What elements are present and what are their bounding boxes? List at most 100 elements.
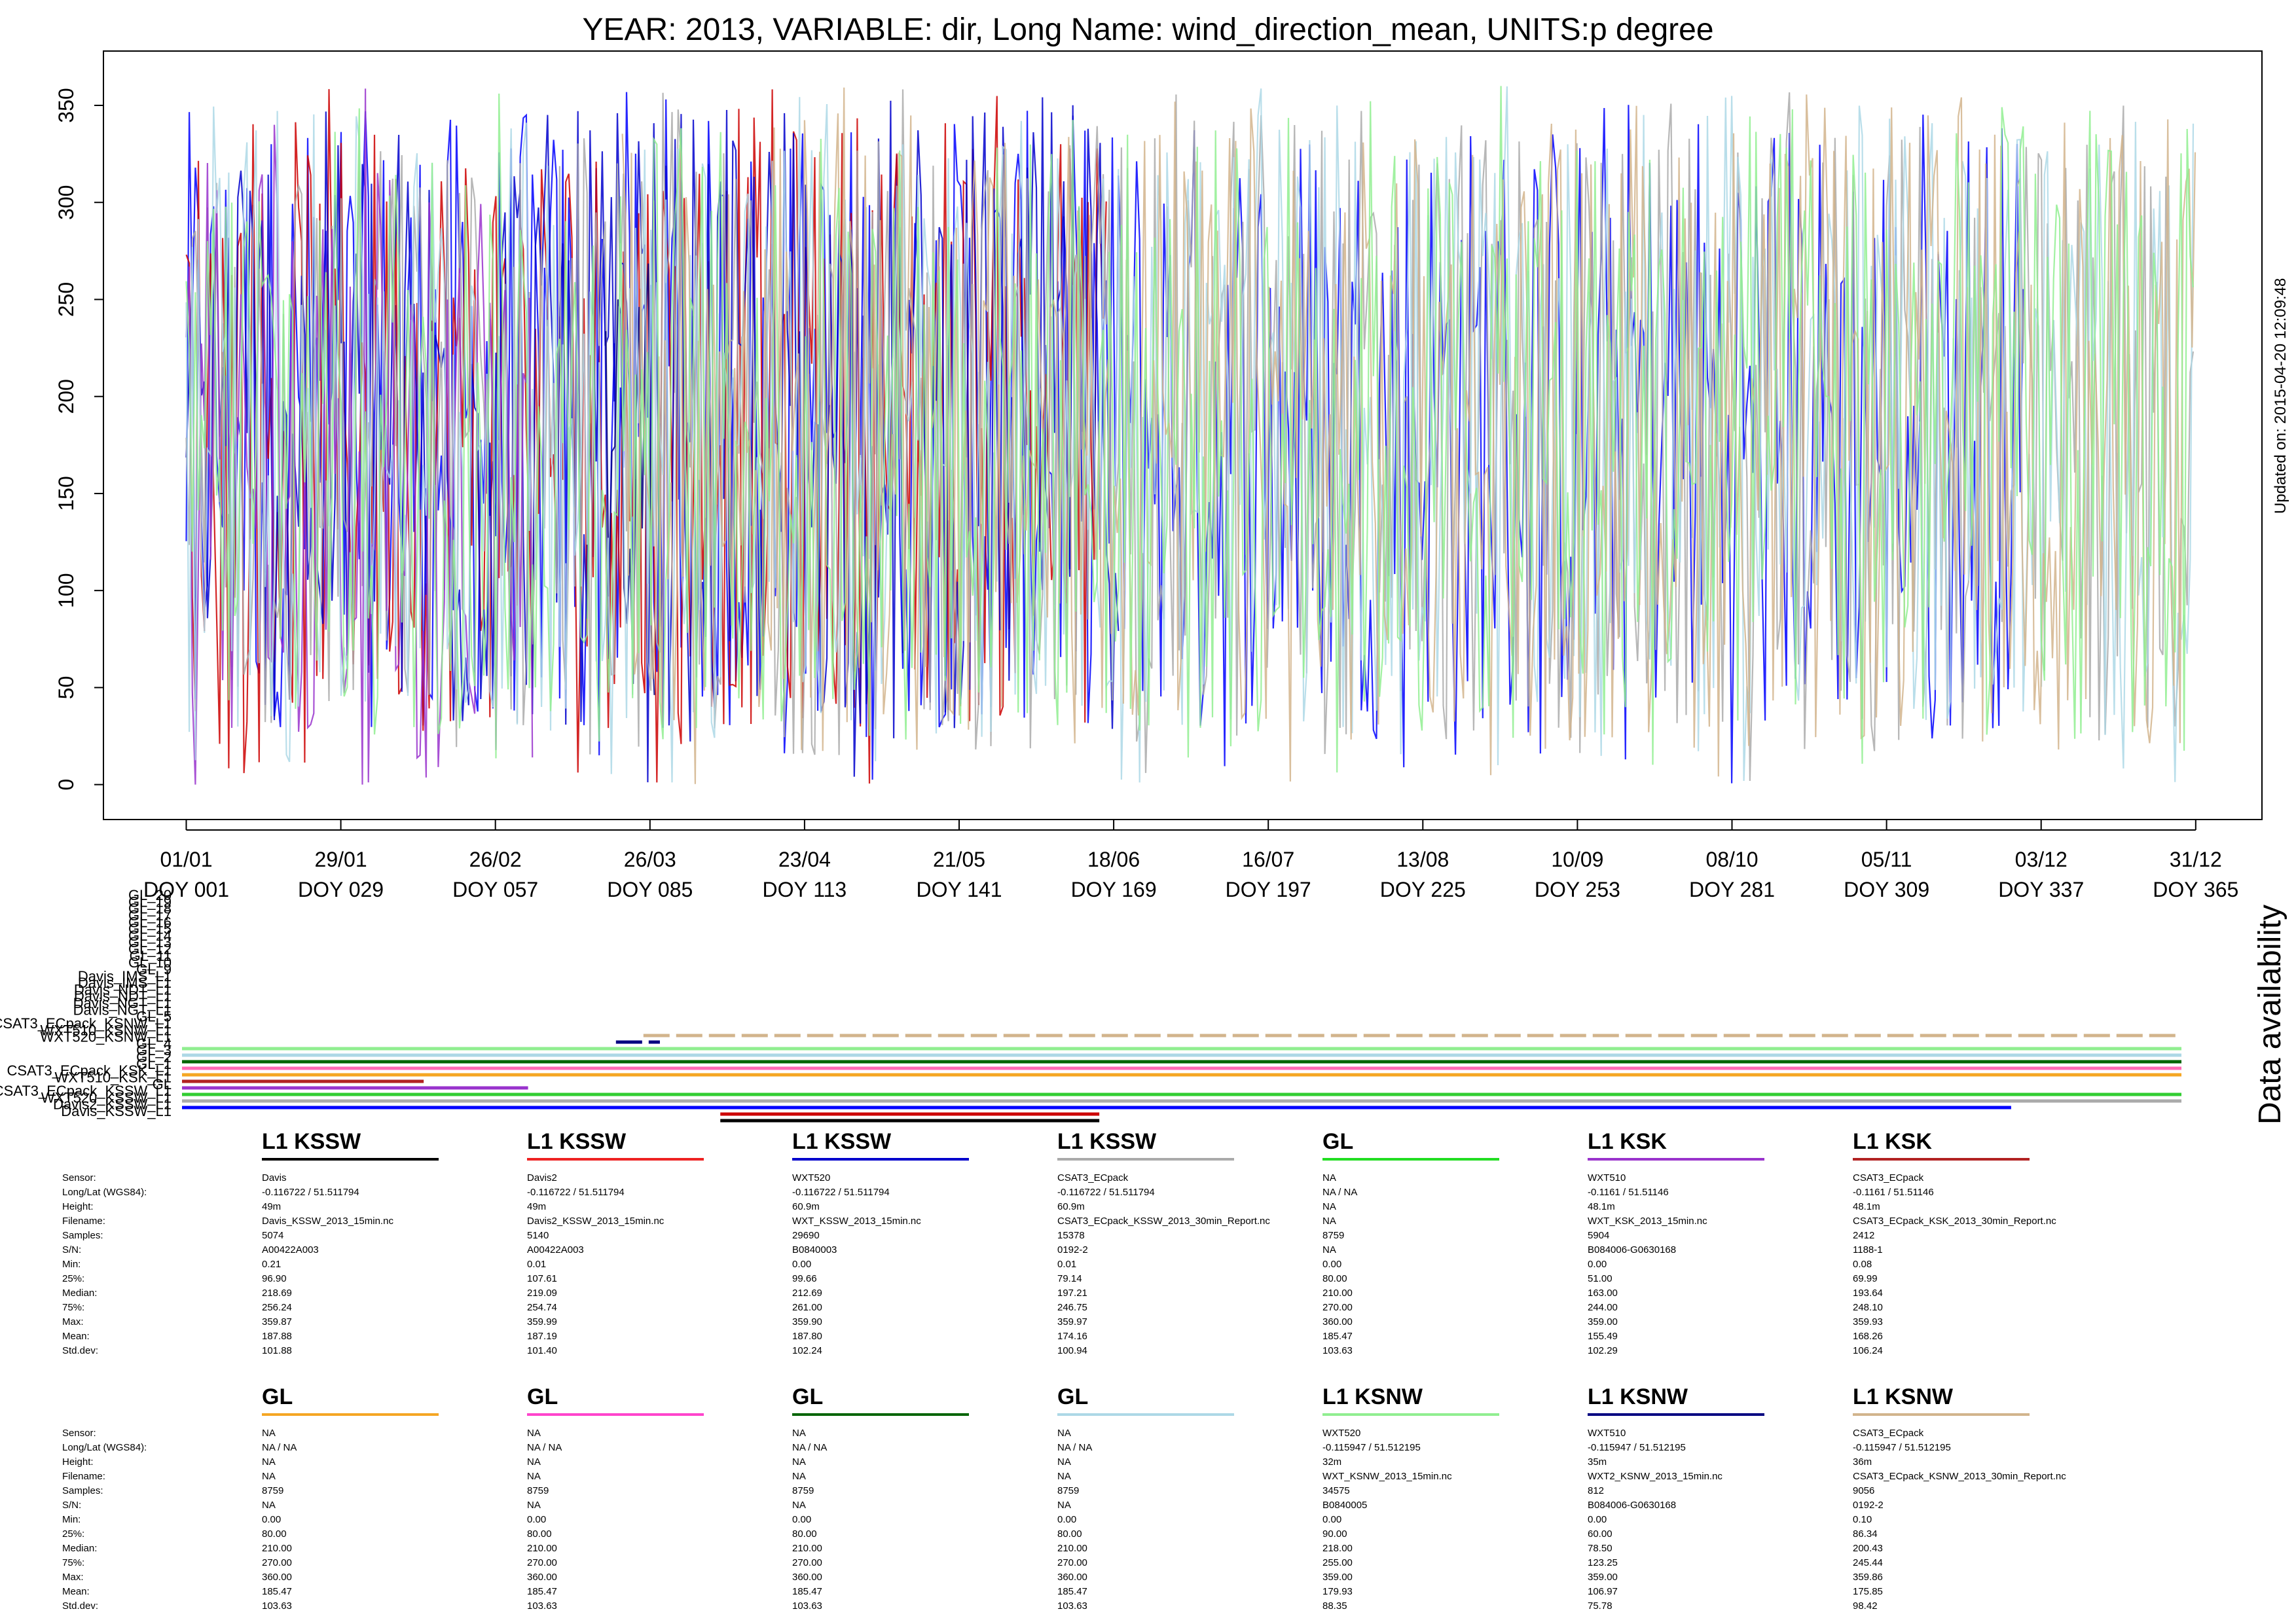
panel-value: 98.42 [1853, 1600, 1878, 1612]
stats-row-label: Sensor: [62, 1172, 96, 1183]
panel-value: 29690 [792, 1230, 820, 1241]
availability-label: CSAT3_ECpack_KSK_L1 [7, 1062, 172, 1079]
panel-values: NA NA / NA NA NA 8759 NA 0.00 80.00 210.00 270.00… [1057, 1426, 1092, 1614]
panel-value: 255.00 [1322, 1557, 1353, 1568]
panel-value: B0840003 [792, 1244, 837, 1255]
panel-value: 185.47 [792, 1586, 822, 1597]
panel-value: 359.87 [262, 1316, 292, 1327]
availability-label: GL_17 [128, 907, 172, 924]
x-tick-date-label: 16/07 [1242, 848, 1294, 871]
panel-value: 80.00 [1057, 1528, 1082, 1540]
x-tick-doy-label: DOY 337 [1998, 878, 2084, 901]
panel-value: 185.47 [262, 1586, 292, 1597]
panel-value: 0.01 [527, 1259, 547, 1270]
panel-value: 246.75 [1057, 1302, 1087, 1313]
availability-label: GL_5 [136, 1009, 172, 1025]
panel-value: 200.43 [1853, 1543, 1883, 1554]
panel-value: NA [792, 1428, 806, 1439]
panel-value: 360.00 [1322, 1316, 1353, 1327]
availability-label: GL_20 [128, 887, 172, 903]
panel-header: L1 KSSW [527, 1129, 627, 1154]
panel-value: 0.00 [527, 1514, 547, 1525]
panel-value: CSAT3_ECpack [1853, 1172, 1924, 1183]
availability-label: WXT520_KSSW_L1 [41, 1089, 172, 1106]
panel-value: 244.00 [1588, 1302, 1618, 1313]
x-tick-doy-label: DOY 085 [607, 878, 693, 901]
panel-value: 360.00 [1057, 1572, 1087, 1583]
x-tick-date-label: 10/09 [1551, 848, 1603, 871]
panel-value: 219.09 [527, 1288, 557, 1299]
stats-row-labels: Sensor: Long/Lat (WGS84): Height: Filename:… [62, 1171, 278, 1358]
panel-value: 359.00 [1588, 1316, 1618, 1327]
availability-label: CSAT3_ECpack_KSSW_L1 [0, 1083, 172, 1099]
availability-label: GL_9 [136, 961, 172, 977]
panel-value: 0.00 [1322, 1514, 1342, 1525]
availability-label: GL_19 [128, 893, 172, 910]
panel-value: 5140 [527, 1230, 549, 1241]
panel-value: Davis2 [527, 1172, 557, 1183]
panel-value: NA / NA [1322, 1187, 1358, 1198]
availability-label: WXT510_KSNW_L1 [40, 1022, 172, 1038]
panel-color-line [1588, 1413, 1764, 1416]
panel-value: -0.115947 / 51.512195 [1322, 1442, 1421, 1453]
panel-value: NA [1057, 1471, 1071, 1482]
panel-value: 80.00 [1322, 1273, 1347, 1284]
availability-label: Davis2_KSSW_L1 [53, 1096, 172, 1113]
panel-value: 218.00 [1322, 1543, 1353, 1554]
availability-label: Davis_NGT_L1 [73, 995, 172, 1011]
panel-value: NA [262, 1500, 276, 1511]
panel-value: 210.00 [1322, 1288, 1353, 1299]
panel-value: 179.93 [1322, 1586, 1353, 1597]
panel-value: NA [1322, 1216, 1336, 1227]
stats-row-label: Min: [62, 1259, 81, 1270]
x-tick-date-label: 29/01 [315, 848, 367, 871]
availability-label: Davis_IMS_L1 [78, 975, 172, 991]
panel-value: 60.9m [792, 1201, 820, 1212]
x-tick-doy-label: DOY 029 [298, 878, 384, 901]
panel-value: 812 [1588, 1485, 1605, 1496]
panel-value: 360.00 [262, 1572, 292, 1583]
panel-header: L1 KSSW [792, 1129, 892, 1154]
panel-value: -0.116722 / 51.511794 [527, 1187, 625, 1198]
panel-value: 0.00 [1322, 1259, 1342, 1270]
panel-value: Davis2_KSSW_2013_15min.nc [527, 1216, 665, 1227]
panel-value: 210.00 [792, 1543, 822, 1554]
panel-value: 8759 [262, 1485, 284, 1496]
panel-value: 155.49 [1588, 1331, 1618, 1342]
panel-value: 8759 [792, 1485, 814, 1496]
panel-values: WXT520 -0.115947 / 51.512195 32m WXT_KSNW_2… [1322, 1426, 1452, 1614]
panel-value: 359.86 [1853, 1572, 1883, 1583]
panel-color-line [1588, 1158, 1764, 1161]
stats-row-label: Median: [62, 1288, 98, 1299]
stats-row-label: Std.dev: [62, 1600, 99, 1612]
stats-row-label: Height: [62, 1201, 94, 1212]
y-tick-label: 350 [54, 88, 78, 122]
panel-value: 187.19 [527, 1331, 557, 1342]
panel-color-line [1322, 1158, 1499, 1161]
x-tick-date-label: 21/05 [933, 848, 985, 871]
stats-row-label: 25%: [62, 1273, 85, 1284]
x-tick-date-label: 05/11 [1861, 848, 1912, 871]
panel-value: NA / NA [527, 1442, 562, 1453]
panel-value: 49m [262, 1201, 282, 1212]
panel-value: A00422A003 [527, 1244, 584, 1255]
panel-value: 0.00 [1588, 1259, 1607, 1270]
stats-row-label: S/N: [62, 1244, 82, 1255]
panel-value: NA [1322, 1201, 1336, 1212]
panel-header: GL [527, 1384, 558, 1409]
panel-value: 359.99 [527, 1316, 557, 1327]
panel-header: L1 KSK [1853, 1129, 1932, 1154]
stats-row-label: Median: [62, 1543, 98, 1554]
panel-value: 270.00 [1322, 1302, 1353, 1313]
panel-value: 60.9m [1057, 1201, 1085, 1212]
panel-header: L1 KSNW [1588, 1384, 1688, 1409]
panel-value: 103.63 [1057, 1600, 1087, 1612]
panel-value: 5074 [262, 1230, 284, 1241]
panel-header: L1 KSSW [1057, 1129, 1157, 1154]
panel-value: 48.1m [1588, 1201, 1615, 1212]
panel-value: 60.00 [1588, 1528, 1613, 1540]
plot-frame [103, 50, 2263, 820]
panel-value: 0192-2 [1853, 1500, 1884, 1511]
panel-value: 103.63 [527, 1600, 557, 1612]
stats-row-label: Mean: [62, 1586, 90, 1597]
